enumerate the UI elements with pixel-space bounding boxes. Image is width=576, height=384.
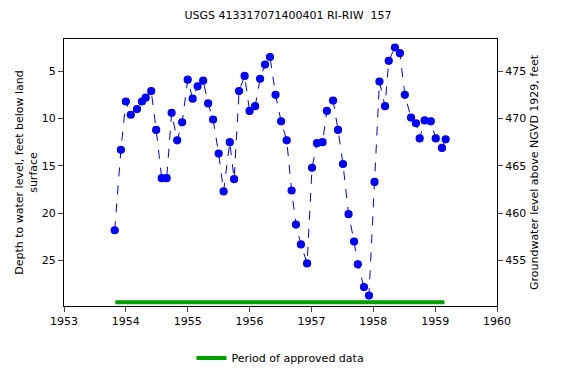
svg-text:1958: 1958 bbox=[359, 315, 387, 328]
svg-text:1957: 1957 bbox=[297, 315, 325, 328]
svg-text:Depth to water level, feet bel: Depth to water level, feet below landsur… bbox=[13, 70, 40, 275]
svg-text:5: 5 bbox=[49, 65, 56, 78]
svg-text:470: 470 bbox=[505, 112, 526, 125]
svg-text:Groundwater level above NGVD 1: Groundwater level above NGVD 1929, feet bbox=[528, 54, 541, 290]
svg-text:15: 15 bbox=[42, 160, 56, 173]
svg-text:455: 455 bbox=[505, 254, 526, 267]
svg-text:20: 20 bbox=[42, 207, 56, 220]
svg-text:10: 10 bbox=[42, 112, 56, 125]
svg-text:25: 25 bbox=[42, 254, 56, 267]
svg-text:460: 460 bbox=[505, 207, 526, 220]
svg-text:1953: 1953 bbox=[50, 315, 78, 328]
svg-text:475: 475 bbox=[505, 65, 526, 78]
svg-text:1954: 1954 bbox=[112, 315, 140, 328]
svg-text:1955: 1955 bbox=[174, 315, 202, 328]
svg-text:465: 465 bbox=[505, 160, 526, 173]
svg-text:1956: 1956 bbox=[236, 315, 264, 328]
svg-text:1960: 1960 bbox=[483, 315, 511, 328]
svg-text:Period of approved data: Period of approved data bbox=[232, 352, 364, 365]
svg-text:USGS 413317071400401 RI-RIW 1: USGS 413317071400401 RI-RIW 157 bbox=[184, 9, 391, 22]
svg-text:1959: 1959 bbox=[421, 315, 449, 328]
